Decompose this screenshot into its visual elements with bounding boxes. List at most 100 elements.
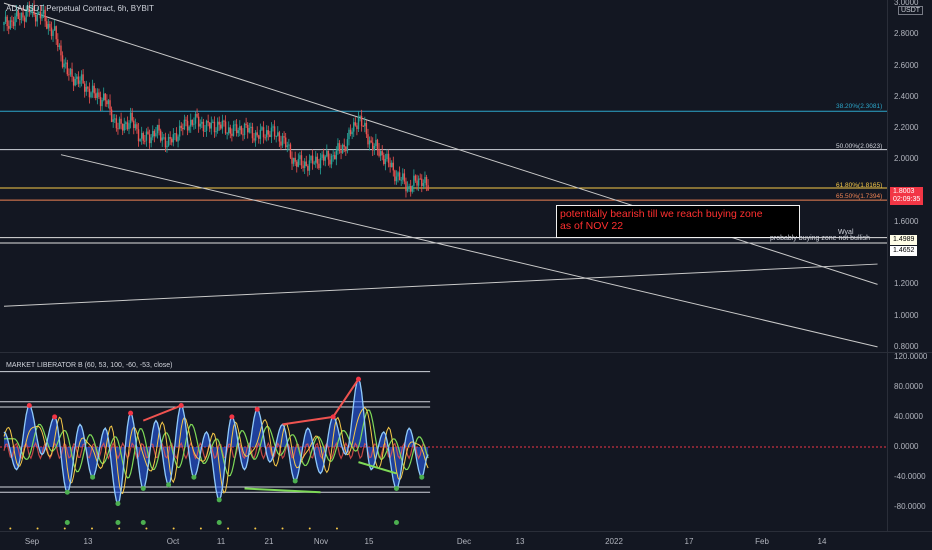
- price-tick-label: 2.8000: [894, 29, 919, 39]
- candle-body: [424, 176, 426, 184]
- candle-body: [343, 144, 345, 147]
- fib-label-500: 50.00%(2.0623): [836, 143, 883, 150]
- signal-dot-yellow: [9, 527, 12, 530]
- price-tick-label: 1.0000: [894, 310, 919, 320]
- candle-body: [359, 116, 361, 118]
- candle-body: [220, 124, 222, 129]
- candle-body: [34, 15, 37, 22]
- candle-body: [391, 162, 393, 168]
- candle-body: [262, 127, 265, 138]
- candle-body: [348, 129, 350, 140]
- candle-body: [277, 132, 279, 136]
- signal-line-red: [3, 441, 429, 460]
- signal-dot-yellow: [227, 527, 230, 530]
- candle-body: [351, 131, 353, 135]
- price-chart[interactable]: [0, 0, 888, 350]
- time-tick-label: 17: [684, 537, 694, 546]
- time-tick-label: 21: [264, 537, 274, 546]
- candle-body: [402, 173, 404, 180]
- signal-dot-green: [115, 519, 121, 525]
- signal-dot-yellow: [281, 527, 284, 530]
- candle-body: [353, 122, 355, 132]
- annotation-line-2: as of NOV 22: [560, 220, 624, 232]
- candle-body: [72, 77, 75, 86]
- candle-body: [139, 138, 141, 142]
- candle-body: [367, 134, 369, 145]
- time-tick-label: 13: [83, 537, 93, 546]
- candle-body: [133, 120, 135, 129]
- pane-separator[interactable]: [0, 352, 932, 353]
- pivot-dot: [90, 474, 96, 480]
- candle-body: [164, 137, 167, 148]
- candle-body: [188, 126, 190, 131]
- candle-body: [223, 120, 225, 122]
- time-tick-label: 14: [817, 537, 827, 546]
- candle-body: [27, 5, 29, 12]
- candle-body: [288, 144, 290, 146]
- candle-body: [327, 150, 330, 160]
- candle-body: [283, 136, 285, 138]
- indicator-axis[interactable]: 120.0000 80.0000 40.0000 0.0000 -40.0000 -80.…: [888, 352, 932, 530]
- candle-body: [224, 121, 227, 134]
- candle-body: [334, 155, 336, 160]
- indicator-chart[interactable]: [0, 355, 888, 530]
- candle-body: [340, 150, 342, 153]
- candle-body: [156, 124, 159, 134]
- candle-body: [109, 100, 111, 110]
- signal-dot-yellow: [118, 527, 121, 530]
- oscillator-area: [4, 379, 429, 504]
- candle-body: [22, 12, 24, 18]
- candle-body: [140, 133, 143, 139]
- indicator-tick-label: -40.0000: [894, 472, 926, 482]
- candle-body: [242, 134, 244, 136]
- candle-body: [123, 123, 125, 131]
- candle-body: [372, 142, 374, 151]
- candle-body: [3, 21, 5, 25]
- candle-body: [337, 143, 339, 151]
- candle-body: [150, 137, 152, 144]
- pivot-dot: [64, 489, 70, 495]
- candle-body: [332, 155, 334, 157]
- candle-body: [264, 137, 266, 139]
- price-tick-label: 2.6000: [894, 60, 919, 70]
- candle-body: [136, 124, 138, 130]
- pivot-dot: [178, 403, 184, 409]
- candle-body: [394, 170, 396, 182]
- candle-body: [186, 120, 189, 131]
- price-axis[interactable]: 3.0000 2.8000 2.6000 2.4000 2.2000 2.0000 1.60…: [888, 0, 932, 351]
- candle-body: [85, 86, 87, 92]
- candle-body: [234, 124, 236, 126]
- pivot-dot: [229, 414, 235, 420]
- candle-body: [82, 74, 84, 84]
- indicator-title[interactable]: MARKET LIBERATOR B (60, 53, 100, -60, -5…: [6, 362, 173, 369]
- candle-body: [267, 130, 269, 135]
- candle-body: [128, 123, 130, 130]
- candle-body: [50, 27, 53, 36]
- signal-dot-yellow: [172, 527, 175, 530]
- candle-body: [216, 121, 219, 132]
- pivot-dot: [115, 501, 121, 507]
- annotation-note[interactable]: potentially bearish till we reach buying…: [556, 205, 800, 238]
- candle-body: [318, 163, 320, 169]
- candle-body: [76, 76, 78, 79]
- candle-body: [289, 144, 292, 158]
- candle-body: [134, 124, 137, 129]
- time-axis[interactable]: Sep 13 Oct 11 21 Nov 15 Dec 13 2022 17 Feb 14: [0, 532, 888, 550]
- candle-body: [379, 151, 382, 156]
- candle-body: [368, 140, 371, 145]
- time-tick-label: Oct: [166, 537, 180, 546]
- candle-body: [392, 162, 394, 171]
- candle-body: [416, 180, 418, 186]
- candle-body: [167, 137, 170, 146]
- candle-body: [310, 155, 312, 161]
- candle-body: [163, 137, 165, 139]
- candle-body: [12, 21, 15, 26]
- symbol-title[interactable]: ADAUSDT Perpetual Contract, 6h, BYBIT: [6, 4, 154, 13]
- candle-body: [205, 120, 208, 131]
- candle-body: [232, 124, 235, 136]
- divergence-line: [358, 461, 397, 475]
- candle-body: [303, 161, 306, 168]
- time-tick-label: Sep: [24, 537, 40, 546]
- candle-body: [408, 185, 410, 187]
- candle-body: [91, 85, 94, 93]
